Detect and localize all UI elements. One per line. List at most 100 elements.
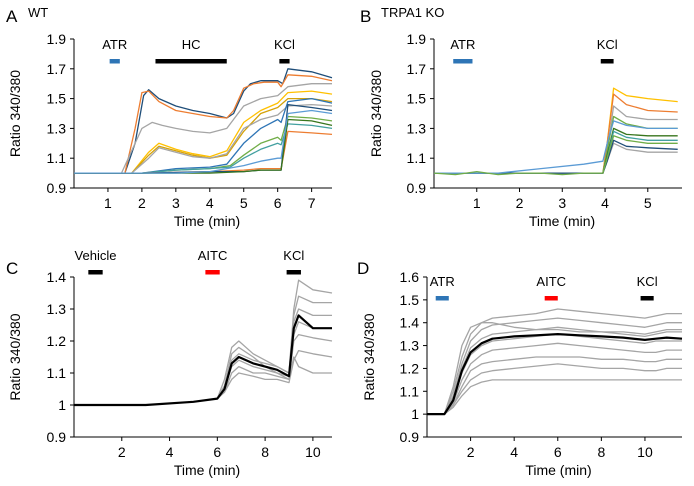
stimulus-bar-aitc — [544, 296, 558, 301]
y-tick-label: 1.5 — [47, 91, 67, 107]
series-trace — [74, 68, 333, 174]
series-trace — [74, 115, 333, 174]
stimulus-bar-hc — [155, 59, 227, 64]
stimulus-label-kcl: KCl — [637, 274, 658, 289]
x-tick-label: 7 — [308, 195, 316, 211]
panel-d: D 0.9 1 1.1 1.2 1.3 1.4 1.5 1.6 2 4 6 8 10 Time (min) R… — [357, 259, 683, 478]
x-axis-label: Time (min) — [174, 213, 240, 229]
series-trace — [74, 123, 333, 174]
stimulus-label-atr: ATR — [102, 37, 127, 52]
series-trace — [74, 83, 332, 174]
y-tick-label: 1.4 — [400, 315, 420, 331]
series-group — [74, 68, 333, 174]
stimulus-bar-kcl — [279, 59, 290, 64]
y-tick-label: 1.3 — [47, 301, 67, 317]
y-tick-label: 1.7 — [407, 61, 427, 77]
x-tick-label: 4 — [166, 444, 174, 460]
x-axis-label: Time (min) — [174, 462, 240, 478]
y-tick-label: 1.1 — [47, 365, 67, 381]
stimulus-label-kcl: KCl — [597, 37, 618, 52]
y-tick-label: 1.2 — [400, 360, 420, 376]
x-tick-label: 4 — [206, 195, 214, 211]
x-tick-label: 5 — [644, 195, 652, 211]
stimulus-label-atr: ATR — [430, 274, 455, 289]
stimulus-label-hc: HC — [182, 37, 201, 52]
series-trace — [427, 322, 682, 415]
stimulus-bar-atr — [109, 59, 120, 64]
y-tick-label: 0.9 — [47, 429, 67, 445]
y-tick-label: 1.3 — [47, 120, 67, 136]
stimulus-label-atr: ATR — [450, 37, 475, 52]
series-trace — [434, 93, 678, 174]
stimulus-bar-atr — [435, 296, 449, 301]
y-tick-label: 1 — [411, 406, 419, 422]
series-trace — [74, 333, 333, 406]
x-tick-label: 6 — [274, 195, 282, 211]
y-tick-label: 1.4 — [47, 269, 67, 285]
y-tick-label: 1.2 — [47, 333, 67, 349]
panel-b: B TRPA1 KO 0.9 1.1 1.3 1.5 1.7 1.9 1 2 3 4 5 Time (mi… — [360, 5, 682, 229]
y-tick-label: 1.1 — [47, 150, 67, 166]
series-trace — [74, 97, 333, 174]
series-trace — [434, 120, 678, 174]
y-axis-label: Ratio 340/380 — [361, 313, 377, 400]
y-tick-label: 1.7 — [47, 61, 67, 77]
y-axis-label: Ratio 340/380 — [7, 313, 23, 400]
x-axis-label: Time (min) — [525, 462, 591, 478]
x-tick-label: 1 — [473, 195, 481, 211]
panel-label: C — [6, 259, 18, 278]
y-tick-label: 1.3 — [400, 338, 420, 354]
series-trace — [427, 379, 682, 415]
y-tick-label: 0.9 — [47, 180, 67, 196]
panel-title: WT — [28, 5, 48, 20]
y-tick-label: 1.5 — [400, 292, 420, 308]
series-trace — [74, 90, 333, 174]
series-trace — [434, 139, 678, 174]
x-tick-label: 2 — [516, 195, 524, 211]
x-tick-label: 6 — [554, 444, 562, 460]
x-tick-label: 3 — [558, 195, 566, 211]
x-tick-label: 8 — [261, 444, 269, 460]
y-tick-label: 1.9 — [407, 31, 427, 47]
y-tick-label: 0.9 — [400, 429, 420, 445]
stimulus-label-kcl: KCl — [283, 248, 304, 263]
stimulus-bar-vehicle — [88, 270, 103, 275]
x-tick-label: 4 — [601, 195, 609, 211]
stimulus-label-aitc: AITC — [536, 274, 566, 289]
series-group — [433, 87, 678, 176]
y-tick-label: 1.9 — [47, 31, 67, 47]
series-group — [427, 308, 683, 416]
panel-c: C 0.9 1 1.1 1.2 1.3 1.4 2 4 6 8 10 Time (min) Ratio 3… — [6, 248, 333, 478]
stimulus-label-aitc: AITC — [198, 248, 228, 263]
series-trace — [74, 346, 332, 406]
y-axis-label: Ratio 340/380 — [368, 70, 384, 157]
x-tick-label: 2 — [138, 195, 146, 211]
mean-trace — [427, 333, 683, 416]
stimulus-bar-kcl — [600, 59, 614, 64]
series-trace — [427, 363, 682, 415]
x-tick-label: 4 — [510, 444, 518, 460]
stimulus-label-kcl: KCl — [274, 37, 295, 52]
x-tick-label: 1 — [104, 195, 112, 211]
x-tick-label: 6 — [213, 444, 221, 460]
y-tick-label: 1.6 — [400, 269, 420, 285]
series-trace — [427, 317, 682, 415]
panel-label: B — [360, 7, 371, 26]
series-trace — [427, 308, 682, 415]
y-axis-label: Ratio 340/380 — [7, 70, 23, 157]
y-tick-label: 1.1 — [400, 383, 420, 399]
stimulus-bar-kcl — [640, 296, 654, 301]
y-tick-label: 1.5 — [407, 91, 427, 107]
stimulus-label-vehicle: Vehicle — [75, 248, 117, 263]
stimulus-bar-atr — [453, 59, 473, 64]
series-trace — [74, 118, 333, 174]
x-tick-label: 10 — [637, 444, 653, 460]
y-tick-label: 1.3 — [407, 120, 427, 136]
series-trace — [74, 109, 333, 174]
panel-a: A WT 0.9 1.1 1.3 1.5 1.7 1.9 1 2 3 4 5 6 7 Time (min) Ra… — [6, 5, 333, 229]
y-tick-label: 0.9 — [407, 180, 427, 196]
x-tick-label: 2 — [467, 444, 475, 460]
panel-label: A — [6, 7, 18, 26]
series-trace — [427, 342, 682, 415]
